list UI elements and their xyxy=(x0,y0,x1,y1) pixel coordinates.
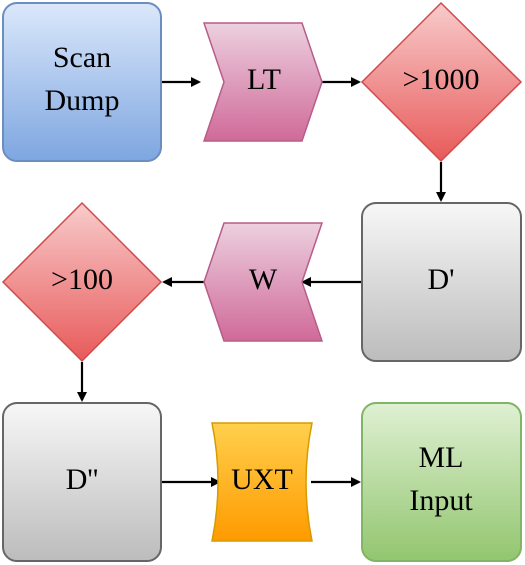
w-step-shape xyxy=(203,222,324,342)
ml-input-label-line1: ML xyxy=(419,441,464,474)
scan-dump-label-line2: Dump xyxy=(45,84,120,117)
w-label: W xyxy=(249,263,278,296)
uxt-label: UXT xyxy=(231,463,293,496)
node-scan-dump: Scan Dump xyxy=(2,2,162,162)
d-prime-label: D' xyxy=(427,263,454,296)
node-lt: LT xyxy=(202,22,323,142)
edges xyxy=(77,77,446,487)
scan-dump-box xyxy=(2,2,162,162)
d-double-prime-label: D'' xyxy=(66,463,98,496)
node-d-double-prime: D'' xyxy=(2,402,162,562)
ml-input-label-line2: Input xyxy=(409,484,473,517)
node-d-prime: D' xyxy=(361,202,522,362)
gt100-label: >100 xyxy=(51,263,113,296)
lt-label: LT xyxy=(247,63,281,96)
gt1000-label: >1000 xyxy=(403,63,480,96)
gt100-diamond xyxy=(1,201,163,363)
ml-input-box xyxy=(361,402,522,562)
uxt-storage-shape xyxy=(211,422,313,542)
node-gt100: >100 xyxy=(1,201,163,363)
node-uxt: UXT xyxy=(211,422,313,542)
d-prime-box xyxy=(361,202,522,362)
node-w: W xyxy=(203,222,324,342)
d-double-prime-box xyxy=(2,402,162,562)
node-gt1000: >1000 xyxy=(360,1,523,163)
scan-dump-label-line1: Scan xyxy=(53,41,111,74)
node-ml-input: ML Input xyxy=(361,402,522,562)
lt-step-shape xyxy=(202,22,323,142)
gt1000-diamond xyxy=(360,1,523,163)
